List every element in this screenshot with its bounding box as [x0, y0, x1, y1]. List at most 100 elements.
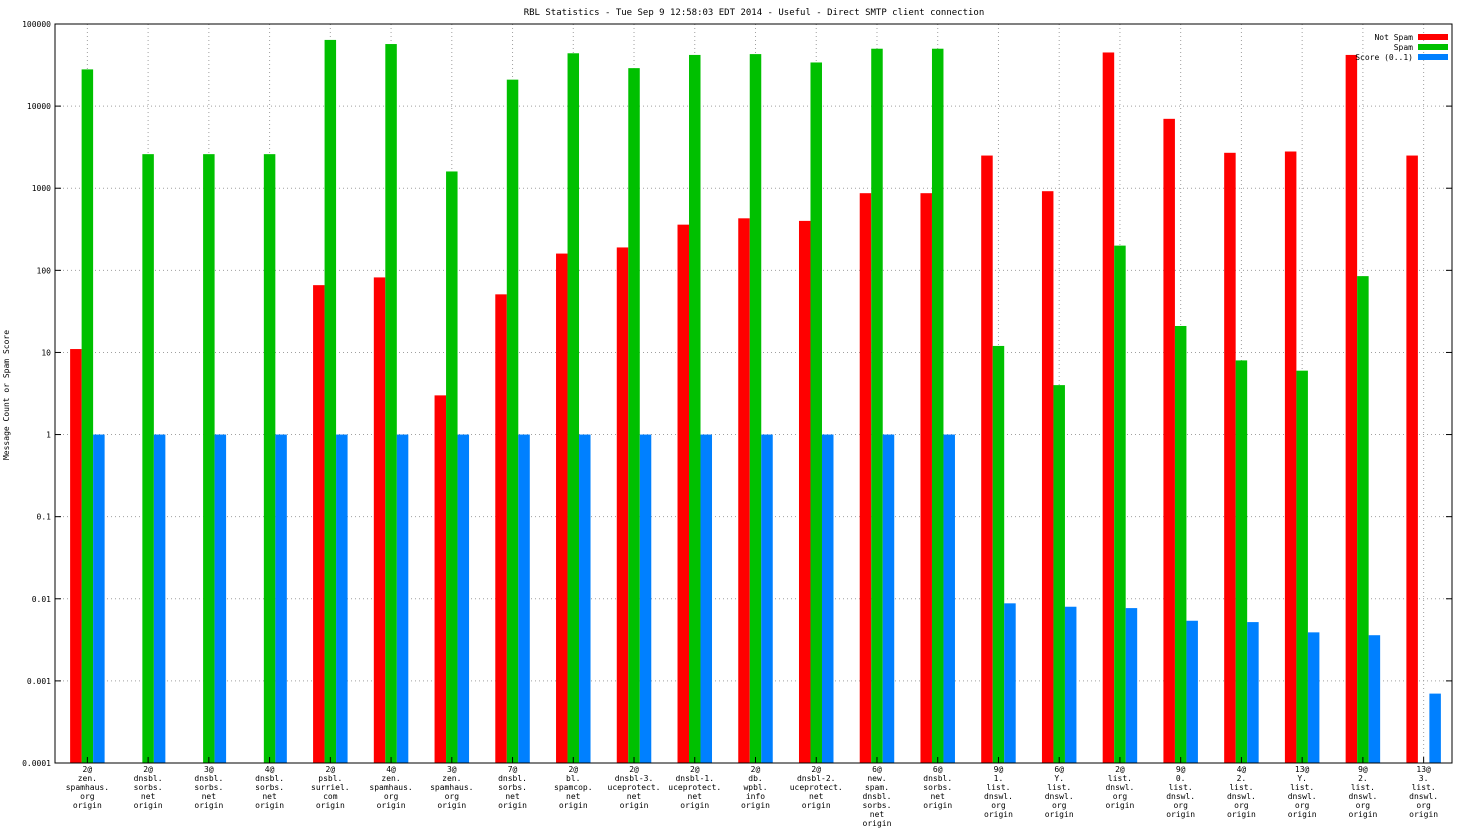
- x-category-label-line: org: [1356, 801, 1371, 810]
- x-category-label: 13@ 3. list. dnswl. org origin: [1409, 765, 1438, 819]
- bar-score-0-1: [153, 434, 166, 763]
- x-category-label-line: origin: [255, 801, 284, 810]
- x-category-label-line: dnsbl.: [923, 774, 952, 783]
- x-category-label-line: org: [1173, 801, 1188, 810]
- y-tick-label: 1000: [32, 184, 51, 193]
- x-category-label-line: 9@: [1176, 765, 1186, 774]
- bar-score-0-1: [1368, 635, 1381, 763]
- x-category-label-line: 2.: [1358, 774, 1368, 783]
- x-category-label-line: 6@: [872, 765, 882, 774]
- bar-score-0-1: [821, 434, 834, 763]
- grid-lines: [55, 24, 1452, 763]
- x-category-label-line: wpbl.: [743, 783, 767, 792]
- x-category-label: 2@ dnsbl-2. uceprotect. net origin: [790, 765, 843, 810]
- x-category-label: 2@ zen. spamhaus. org origin: [66, 765, 109, 810]
- x-category-label-line: sorbs.: [498, 783, 527, 792]
- x-category-label-line: net: [809, 792, 824, 801]
- bar-not-spam: [1284, 151, 1297, 763]
- x-category-label-line: com: [323, 792, 338, 801]
- x-category-label-line: origin: [1288, 810, 1317, 819]
- bar-not-spam: [1102, 52, 1115, 764]
- bar-not-spam: [738, 218, 750, 763]
- x-category-label-line: dnswl.: [1166, 792, 1195, 801]
- x-category-label-line: 2@: [143, 765, 153, 774]
- x-category-label-line: dnswl.: [1348, 792, 1377, 801]
- x-category-label: 2@ dnsbl-1. uceprotect. net origin: [668, 765, 721, 810]
- x-category-label: 2@ bl. spamcop. net origin: [554, 765, 593, 810]
- x-category-label-line: origin: [984, 810, 1013, 819]
- y-tick-label: 100000: [22, 20, 51, 29]
- x-category-label-line: org: [1234, 801, 1249, 810]
- x-category-label-line: dnsbl.: [498, 774, 527, 783]
- x-category-label-line: 2@: [1115, 765, 1125, 774]
- x-category-label-line: 13@: [1416, 765, 1431, 774]
- bar-score-0-1: [1064, 606, 1077, 763]
- x-category-label-line: net: [505, 792, 520, 801]
- bar-not-spam: [434, 395, 447, 763]
- x-category-label: 4@ 2. list. dnswl. org origin: [1227, 765, 1256, 819]
- x-category-label-line: 4@: [1237, 765, 1247, 774]
- bar-score-0-1: [761, 434, 773, 763]
- x-category-label-line: dnsbl-1.: [675, 774, 714, 783]
- bar-score-0-1: [275, 434, 287, 763]
- bar-score-0-1: [639, 434, 652, 763]
- bar-not-spam: [798, 220, 811, 763]
- x-category-label-line: list.: [1229, 783, 1253, 792]
- plot-frame: [54, 23, 1453, 764]
- x-category-label-line: dnsbl.: [134, 774, 163, 783]
- x-category-label-line: 2@: [83, 765, 93, 774]
- x-category-label-line: origin: [437, 801, 466, 810]
- bar-not-spam: [981, 155, 993, 763]
- bar-score-0-1: [882, 434, 895, 763]
- bar-score-0-1: [93, 434, 105, 763]
- bar-score-0-1: [700, 434, 713, 763]
- x-category-label-line: sorbs.: [863, 801, 892, 810]
- x-category-label-line: psbl.: [318, 774, 342, 783]
- x-category-label-line: net: [566, 792, 581, 801]
- x-category-label-line: 6@: [933, 765, 943, 774]
- y-tick-label: 1: [46, 431, 51, 440]
- x-category-label-line: Y.: [1054, 774, 1064, 783]
- x-category-label-line: origin: [620, 801, 649, 810]
- y-tick-label: 0.1: [37, 513, 52, 522]
- x-category-label-line: origin: [802, 801, 831, 810]
- bar-not-spam: [920, 193, 932, 764]
- x-category-label-line: org: [384, 792, 399, 801]
- x-category-label: 9@ 1. list. dnswl. org origin: [984, 765, 1013, 819]
- x-category-label-line: 3@: [447, 765, 457, 774]
- x-category-label-line: uceprotect.: [790, 783, 843, 792]
- x-category-label-line: net: [627, 792, 642, 801]
- bar-spam: [992, 345, 1005, 763]
- x-category-label-line: dnswl.: [1288, 792, 1317, 801]
- x-category-label-line: org: [1052, 801, 1067, 810]
- y-tick-label: 0.01: [32, 595, 51, 604]
- x-category-label-line: list.: [1169, 783, 1193, 792]
- x-category-label-line: list.: [1412, 783, 1436, 792]
- x-category-label: 7@ dnsbl. sorbs. net origin: [498, 765, 527, 810]
- bar-score-0-1: [1186, 620, 1198, 763]
- bar-spam: [931, 48, 944, 764]
- bars: [70, 39, 1441, 764]
- x-category-label-line: dnswl.: [1045, 792, 1074, 801]
- x-category-label: 4@ dnsbl. sorbs. net origin: [255, 765, 284, 810]
- x-category-label: 6@ new. spam. dnsbl. sorbs. net origin: [863, 765, 892, 828]
- x-category-label-line: dnswl.: [1409, 792, 1438, 801]
- legend-label: Score (0..1): [1355, 53, 1413, 62]
- x-category-label-line: zen.: [381, 774, 400, 783]
- x-category-label-line: db.: [748, 774, 762, 783]
- y-tick-label: 10: [41, 348, 51, 357]
- x-category-label-line: Y.: [1297, 774, 1307, 783]
- bar-spam: [567, 53, 580, 764]
- bar-spam: [1114, 245, 1126, 764]
- x-category-label-line: 2@: [629, 765, 639, 774]
- x-category-label-line: origin: [377, 801, 406, 810]
- x-category-label-line: list.: [1351, 783, 1375, 792]
- x-category-label-line: list.: [1290, 783, 1314, 792]
- x-category-label: 3@ zen. spamhaus. org origin: [430, 765, 473, 810]
- x-category-label-line: spamcop.: [554, 783, 593, 792]
- x-category-label-line: dnswl.: [984, 792, 1013, 801]
- x-category-label-line: surriel.: [311, 783, 350, 792]
- x-category-label-line: origin: [1348, 810, 1377, 819]
- x-category-label-line: spam.: [865, 783, 889, 792]
